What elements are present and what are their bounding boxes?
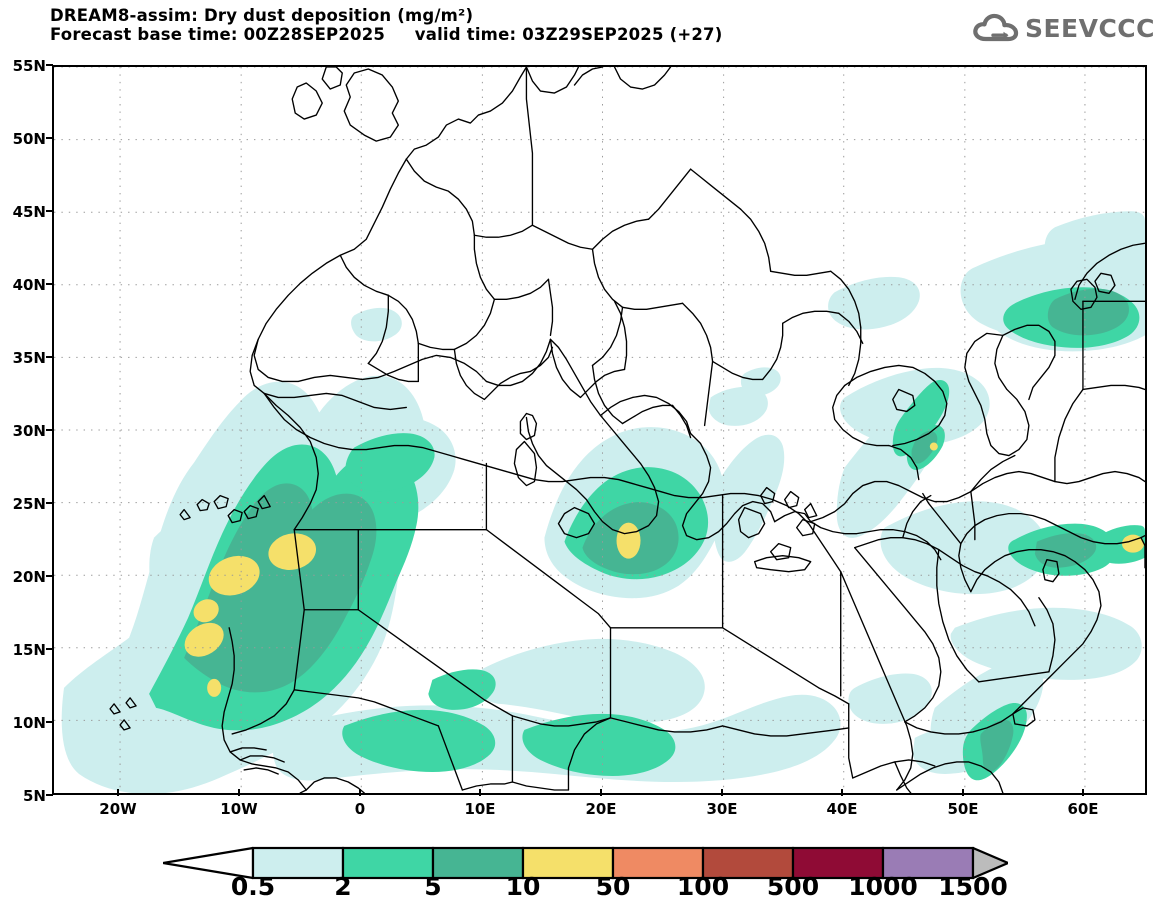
x-tick-label-20W: 20W bbox=[99, 800, 137, 818]
coastlines-and-borders bbox=[109, 67, 1145, 793]
x-tick-mark bbox=[600, 789, 602, 796]
x-tick-label-40E: 40E bbox=[826, 800, 858, 818]
colorbar-block-100-500 bbox=[701, 846, 795, 880]
y-tick-label-55N: 55N bbox=[12, 57, 46, 75]
y-tick-mark bbox=[46, 721, 53, 723]
y-tick-label-50N: 50N bbox=[12, 130, 46, 148]
colorbar-block-5-10 bbox=[431, 846, 525, 880]
y-tick-label-30N: 30N bbox=[12, 422, 46, 440]
logo-text: SEEVCCC bbox=[1024, 13, 1155, 43]
x-tick-mark bbox=[841, 789, 843, 796]
y-tick-label-25N: 25N bbox=[12, 495, 46, 513]
y-tick-mark bbox=[46, 137, 53, 139]
x-tick-mark bbox=[721, 789, 723, 796]
y-tick-mark bbox=[46, 429, 53, 431]
colorbar-block-2-5 bbox=[341, 846, 435, 880]
colorbar-label-0p5: 0.5 bbox=[230, 872, 276, 901]
figure-header: DREAM8-assim: Dry dust deposition (mg/m²… bbox=[50, 6, 950, 44]
colorbar-label-500: 500 bbox=[766, 872, 820, 901]
x-tick-label-10E: 10E bbox=[464, 800, 496, 818]
y-tick-mark bbox=[46, 794, 53, 796]
x-tick-mark bbox=[238, 789, 240, 796]
y-tick-label-10N: 10N bbox=[12, 714, 46, 732]
y-tick-mark bbox=[46, 575, 53, 577]
y-tick-label-20N: 20N bbox=[12, 568, 46, 586]
colorbar-label-50: 50 bbox=[595, 872, 631, 901]
y-tick-label-40N: 40N bbox=[12, 276, 46, 294]
x-tick-label-0: 0 bbox=[354, 800, 366, 818]
colorbar-label-10: 10 bbox=[505, 872, 541, 901]
colorbar-label-5: 5 bbox=[424, 872, 442, 901]
colorbar[interactable] bbox=[163, 846, 1008, 880]
colorbar-label-2: 2 bbox=[334, 872, 352, 901]
y-tick-mark bbox=[46, 502, 53, 504]
colorbar-block-1000-1500 bbox=[881, 846, 975, 880]
x-tick-mark bbox=[479, 789, 481, 796]
x-tick-label-10W: 10W bbox=[220, 800, 258, 818]
colorbar-swatches bbox=[163, 846, 1008, 880]
colorbar-label-1500: 1500 bbox=[938, 872, 1008, 901]
y-tick-mark bbox=[46, 283, 53, 285]
y-tick-mark bbox=[46, 64, 53, 66]
seevccc-logo: SEEVCCC bbox=[973, 10, 1155, 46]
colorbar-block-10-50 bbox=[521, 846, 615, 880]
colorbar-label-1000: 1000 bbox=[848, 872, 918, 901]
x-tick-mark bbox=[962, 789, 964, 796]
colorbar-label-100: 100 bbox=[676, 872, 730, 901]
colorbar-tick-labels: 0.5 2 5 10 50 100 500 1000 1500 bbox=[0, 872, 1165, 904]
y-tick-label-5N: 5N bbox=[23, 787, 46, 805]
y-tick-mark bbox=[46, 210, 53, 212]
x-tick-label-60E: 60E bbox=[1067, 800, 1099, 818]
figure-title: DREAM8-assim: Dry dust deposition (mg/m²… bbox=[50, 6, 474, 25]
map-canvas bbox=[54, 67, 1145, 793]
y-tick-mark bbox=[46, 356, 53, 358]
figure-subtitle: Forecast base time: 00Z28SEP2025 valid t… bbox=[50, 25, 723, 44]
y-tick-label-35N: 35N bbox=[12, 349, 46, 367]
x-tick-label-50E: 50E bbox=[947, 800, 979, 818]
x-tick-mark bbox=[117, 789, 119, 796]
map-plot-area[interactable] bbox=[52, 65, 1147, 795]
y-tick-label-45N: 45N bbox=[12, 203, 46, 221]
y-tick-label-15N: 15N bbox=[12, 641, 46, 659]
x-tick-label-30E: 30E bbox=[706, 800, 738, 818]
y-tick-mark bbox=[46, 648, 53, 650]
dust-field-band-10-50 bbox=[184, 442, 1144, 697]
x-tick-label-20E: 20E bbox=[585, 800, 617, 818]
x-tick-mark bbox=[359, 789, 361, 796]
colorbar-extend-high bbox=[971, 846, 1008, 880]
x-tick-mark bbox=[1082, 789, 1084, 796]
cloud-icon bbox=[973, 13, 1019, 42]
colorbar-block-0p5-2 bbox=[251, 846, 345, 880]
